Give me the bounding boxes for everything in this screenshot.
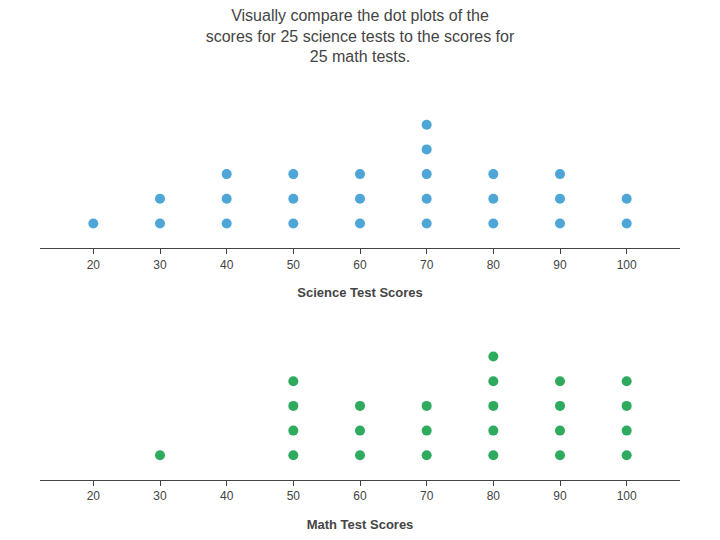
svg-text:30: 30 bbox=[153, 489, 167, 503]
svg-text:70: 70 bbox=[420, 489, 434, 503]
svg-text:60: 60 bbox=[353, 489, 367, 503]
svg-text:20: 20 bbox=[87, 258, 101, 272]
svg-text:90: 90 bbox=[553, 258, 567, 272]
svg-text:80: 80 bbox=[487, 489, 501, 503]
svg-text:100: 100 bbox=[617, 489, 637, 503]
svg-text:90: 90 bbox=[553, 489, 567, 503]
svg-text:60: 60 bbox=[353, 258, 367, 272]
svg-text:40: 40 bbox=[220, 489, 234, 503]
svg-text:80: 80 bbox=[487, 258, 501, 272]
svg-text:Science Test Scores: Science Test Scores bbox=[297, 285, 423, 300]
svg-text:50: 50 bbox=[287, 489, 301, 503]
svg-text:70: 70 bbox=[420, 258, 434, 272]
svg-text:100: 100 bbox=[617, 258, 637, 272]
svg-text:30: 30 bbox=[153, 258, 167, 272]
svg-text:40: 40 bbox=[220, 258, 234, 272]
svg-text:Visually compare the dot plots: Visually compare the dot plots of thesco… bbox=[206, 7, 515, 66]
svg-text:Math Test Scores: Math Test Scores bbox=[307, 517, 414, 532]
svg-text:20: 20 bbox=[87, 489, 101, 503]
svg-text:50: 50 bbox=[287, 258, 301, 272]
